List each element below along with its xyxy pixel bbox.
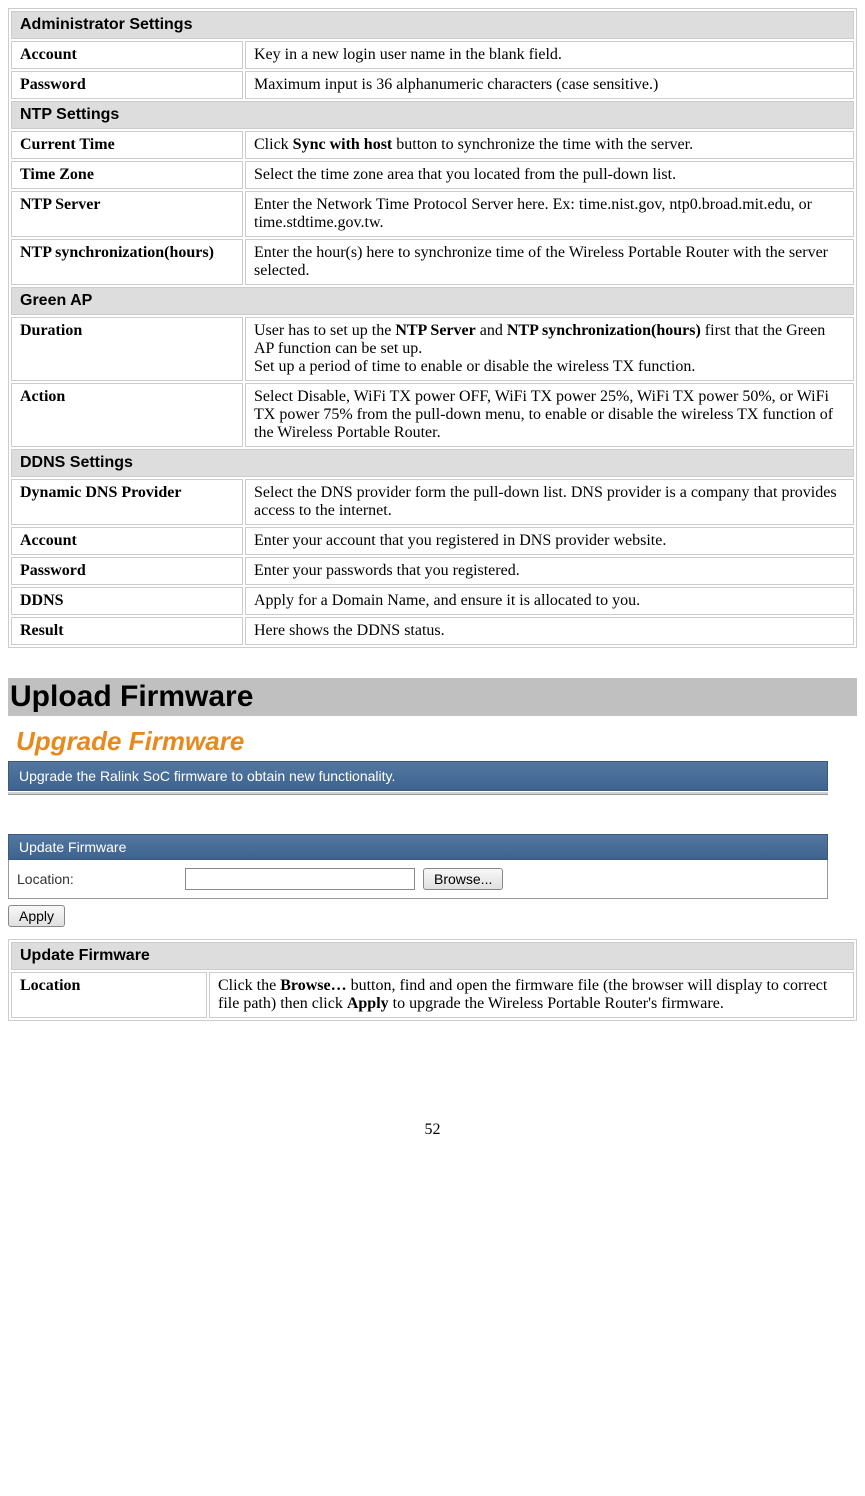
admin-settings-header: Administrator Settings: [11, 11, 854, 39]
loc-b2: Apply: [347, 995, 389, 1012]
settings-table: Administrator Settings Account Key in a …: [8, 8, 857, 648]
browse-button[interactable]: Browse...: [423, 868, 503, 890]
action-label: Action: [11, 383, 243, 447]
location-desc: Click the Browse… button, find and open …: [209, 972, 854, 1018]
ntpsync-label: NTP synchronization(hours): [11, 239, 243, 285]
update-firmware-form-body: Location: Browse...: [8, 860, 828, 899]
duration-b1: NTP Server: [395, 322, 475, 339]
ntp-settings-header: NTP Settings: [11, 101, 854, 129]
ddnspw-desc: Enter your passwords that you registered…: [245, 557, 854, 585]
duration-pre: User has to set up the: [254, 322, 395, 339]
page-number: 52: [8, 1121, 857, 1139]
loc-post: to upgrade the Wireless Portable Router'…: [389, 995, 724, 1012]
ntpserver-label: NTP Server: [11, 191, 243, 237]
location-input[interactable]: [185, 868, 415, 890]
ddnspw-label: Password: [11, 557, 243, 585]
banner-underline: [8, 792, 828, 794]
update-firmware-header: Update Firmware: [11, 942, 854, 970]
ddnsacct-desc: Enter your account that you registered i…: [245, 527, 854, 555]
ddns-settings-header: DDNS Settings: [11, 449, 854, 477]
ntpserver-desc: Enter the Network Time Protocol Server h…: [245, 191, 854, 237]
account-desc: Key in a new login user name in the blan…: [245, 41, 854, 69]
duration-line2: Set up a period of time to enable or dis…: [254, 358, 695, 375]
update-firmware-form: Update Firmware Location: Browse... Appl…: [8, 834, 828, 927]
currtime-desc: Click Sync with host button to synchroni…: [245, 131, 854, 159]
duration-b2: NTP synchronization(hours): [507, 322, 701, 339]
result-label: Result: [11, 617, 243, 645]
greenap-header: Green AP: [11, 287, 854, 315]
duration-label: Duration: [11, 317, 243, 381]
loc-b1: Browse…: [280, 977, 346, 994]
location-label: Location: [11, 972, 207, 1018]
loc-pre: Click the: [218, 977, 280, 994]
currtime-bold: Sync with host: [293, 136, 393, 153]
duration-mid: and: [476, 322, 507, 339]
currtime-label: Current Time: [11, 131, 243, 159]
apply-button[interactable]: Apply: [8, 905, 65, 927]
account-label: Account: [11, 41, 243, 69]
currtime-pre: Click: [254, 136, 293, 153]
ddns-desc: Apply for a Domain Name, and ensure it i…: [245, 587, 854, 615]
tz-desc: Select the time zone area that you locat…: [245, 161, 854, 189]
currtime-post: button to synchronize the time with the …: [392, 136, 693, 153]
ddnsacct-label: Account: [11, 527, 243, 555]
password-desc: Maximum input is 36 alphanumeric charact…: [245, 71, 854, 99]
tz-label: Time Zone: [11, 161, 243, 189]
ntpsync-desc: Enter the hour(s) here to synchronize ti…: [245, 239, 854, 285]
upgrade-firmware-title: Upgrade Firmware: [8, 720, 857, 761]
update-firmware-table: Update Firmware Location Click the Brows…: [8, 939, 857, 1021]
update-firmware-form-header: Update Firmware: [8, 834, 828, 860]
location-form-label: Location:: [17, 871, 177, 887]
duration-desc: User has to set up the NTP Server and NT…: [245, 317, 854, 381]
ddnsprov-label: Dynamic DNS Provider: [11, 479, 243, 525]
ddnsprov-desc: Select the DNS provider form the pull-do…: [245, 479, 854, 525]
action-desc: Select Disable, WiFi TX power OFF, WiFi …: [245, 383, 854, 447]
upload-firmware-heading: Upload Firmware: [8, 678, 857, 716]
upgrade-firmware-screenshot: Upgrade Firmware Upgrade the Ralink SoC …: [8, 720, 857, 927]
ddns-label: DDNS: [11, 587, 243, 615]
upgrade-banner: Upgrade the Ralink SoC firmware to obtai…: [8, 761, 828, 791]
password-label: Password: [11, 71, 243, 99]
result-desc: Here shows the DDNS status.: [245, 617, 854, 645]
